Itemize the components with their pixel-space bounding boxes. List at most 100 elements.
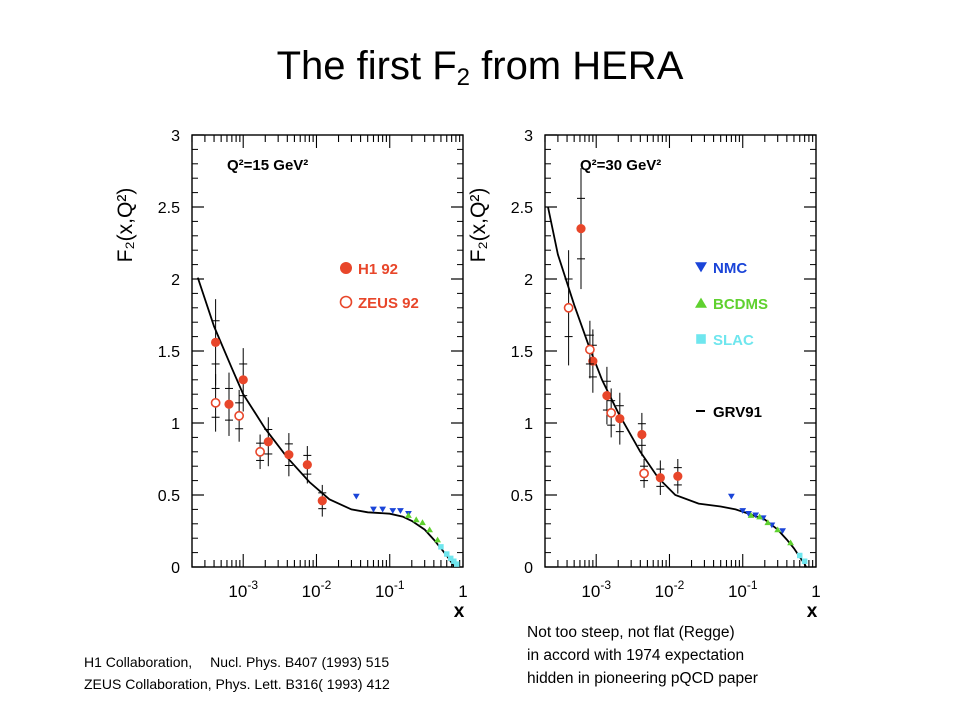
q2-annotation: Q²=15 GeV² xyxy=(227,157,308,174)
series-bcdms xyxy=(405,512,441,542)
y-axis-label: F₂(x,Q²) xyxy=(467,188,490,263)
y-tick-label: 3 xyxy=(524,128,533,145)
x-tick-label: 10-1 xyxy=(728,578,758,601)
legend-item-zeus-92: ZEUS 92 xyxy=(341,295,419,312)
data-point xyxy=(419,519,426,525)
data-point xyxy=(586,345,594,353)
data-point xyxy=(797,553,802,558)
x-tick-label: 10-2 xyxy=(302,578,332,601)
series-zeus-92 xyxy=(565,250,649,488)
legend-marker xyxy=(695,262,707,272)
data-point xyxy=(256,448,264,456)
comment-line-2: in accord with 1974 expectation xyxy=(527,644,758,667)
comment-line-1: Not too steep, not flat (Regge) xyxy=(527,621,758,644)
legend-label: BCDMS xyxy=(713,296,768,313)
data-point xyxy=(224,400,233,409)
x-axis-label: x xyxy=(807,601,818,622)
data-point xyxy=(303,460,312,469)
y-tick-label: 3 xyxy=(171,128,180,145)
y-tick-label: 1.5 xyxy=(511,344,533,361)
legend-item-h1-92: H1 92 xyxy=(340,261,398,278)
series-zeus-92 xyxy=(212,374,265,469)
y-tick-label: 0 xyxy=(524,560,533,577)
data-point xyxy=(264,437,273,446)
data-point xyxy=(413,516,420,522)
data-point xyxy=(284,450,293,459)
legend-label: ZEUS 92 xyxy=(358,295,419,312)
comment-text: Not too steep, not flat (Regge) in accor… xyxy=(527,621,758,690)
data-point xyxy=(379,507,386,513)
x-tick-label: 10-3 xyxy=(581,578,611,601)
legend-marker xyxy=(696,334,706,344)
x-tick-label: 10-1 xyxy=(375,578,405,601)
data-point xyxy=(235,412,243,420)
y-axis-label: F₂(x,Q²) xyxy=(114,188,137,263)
data-point xyxy=(370,507,377,513)
y-tick-label: 1 xyxy=(524,416,533,433)
data-point xyxy=(728,494,735,500)
references: H1 Collaboration, Nucl. Phys. B407 (1993)… xyxy=(84,651,390,695)
data-point xyxy=(454,561,459,566)
y-tick-label: 2.5 xyxy=(511,200,533,217)
y-tick-label: 0.5 xyxy=(511,488,533,505)
data-point xyxy=(405,512,412,518)
series-h1-92 xyxy=(211,299,327,516)
legend-item-grv91: GRV91 xyxy=(696,404,762,421)
series-h1-92 xyxy=(576,168,682,495)
data-point xyxy=(565,304,573,312)
x-tick-label: 10-3 xyxy=(228,578,258,601)
comment-line-3: hidden in pioneering pQCD paper xyxy=(527,667,758,690)
reference-h1-authors: H1 Collaboration, xyxy=(84,654,192,670)
data-point xyxy=(576,224,585,233)
data-point xyxy=(802,559,807,564)
series-slac xyxy=(797,553,807,564)
x-tick-label: 1 xyxy=(458,582,467,601)
legend-marker xyxy=(695,298,707,308)
reference-h1: H1 Collaboration, Nucl. Phys. B407 (1993)… xyxy=(84,651,390,673)
y-tick-label: 0.5 xyxy=(158,488,180,505)
y-tick-label: 0 xyxy=(171,560,180,577)
reference-zeus: ZEUS Collaboration, Phys. Lett. B316( 19… xyxy=(84,673,390,695)
data-point xyxy=(607,409,615,417)
y-tick-label: 2 xyxy=(171,272,180,289)
data-point xyxy=(637,430,646,439)
plot-frame xyxy=(192,135,463,567)
legend-marker xyxy=(341,297,352,308)
legend-item-bcdms: BCDMS xyxy=(695,296,768,313)
x-tick-label: 1 xyxy=(811,582,820,601)
legend-label: SLAC xyxy=(713,332,754,349)
x-tick-label: 10-2 xyxy=(655,578,685,601)
y-tick-label: 2.5 xyxy=(158,200,180,217)
data-point xyxy=(239,375,248,384)
data-point xyxy=(353,494,360,500)
data-point xyxy=(426,527,433,533)
data-point xyxy=(673,472,682,481)
plots-canvas: 00.511.522.5310-3 10-2 10-1 1xF₂(x,Q²)Q²=15… xyxy=(0,0,960,720)
legend-item-slac: SLAC xyxy=(696,332,754,349)
legend-label: NMC xyxy=(713,260,747,277)
y-tick-label: 2 xyxy=(524,272,533,289)
data-point xyxy=(434,537,441,543)
y-tick-label: 1 xyxy=(171,416,180,433)
x-axis-label: x xyxy=(454,601,465,622)
data-point xyxy=(318,496,327,505)
grv91-curve xyxy=(198,278,455,567)
legend-label: H1 92 xyxy=(358,261,398,278)
y-tick-label: 1.5 xyxy=(158,344,180,361)
data-point xyxy=(397,508,404,514)
data-point xyxy=(656,473,665,482)
data-point xyxy=(615,414,624,423)
data-point xyxy=(211,338,220,347)
reference-h1-journal: Nucl. Phys. B407 (1993) 515 xyxy=(210,654,389,670)
legend-item-nmc: NMC xyxy=(695,260,747,277)
data-point xyxy=(438,544,443,549)
q2-annotation: Q²=30 GeV² xyxy=(580,157,661,174)
legend-label: GRV91 xyxy=(713,404,762,421)
data-point xyxy=(212,399,220,407)
grv91-curve xyxy=(548,207,806,567)
data-point xyxy=(602,391,611,400)
legend-marker xyxy=(340,262,352,274)
data-point xyxy=(640,469,648,477)
